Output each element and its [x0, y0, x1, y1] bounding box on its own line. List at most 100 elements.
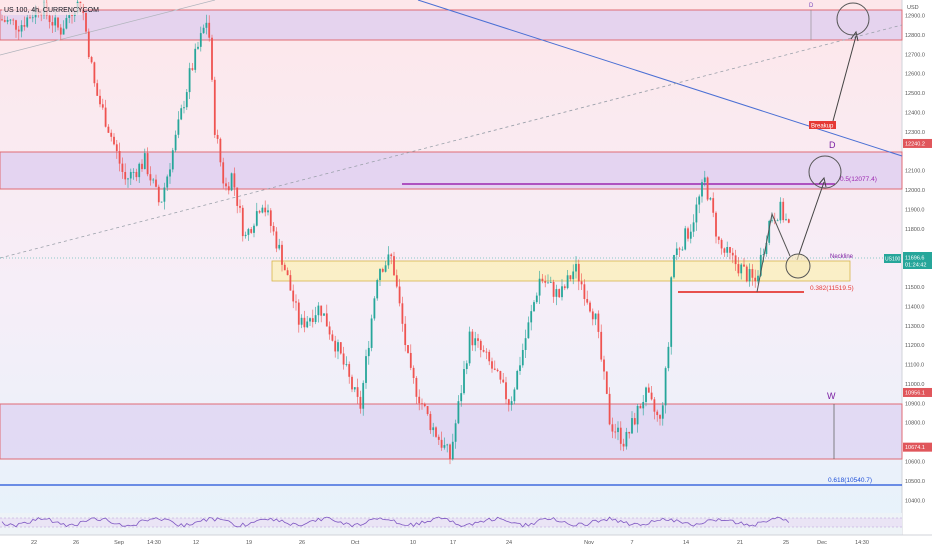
candle-body [241, 207, 244, 237]
candle-body [337, 342, 339, 352]
candle-body [569, 275, 572, 280]
candle-body [54, 17, 57, 26]
price-axis[interactable]: 12900.0 12800.0 12700.0 12600.0 12500.0 12400… [905, 14, 925, 505]
candle-body [379, 269, 381, 281]
candle-body [71, 15, 73, 16]
candle-body [17, 29, 20, 32]
candle-body [199, 33, 202, 47]
candle-body [295, 301, 297, 303]
candle-body [365, 356, 367, 383]
candle-body [407, 345, 409, 353]
neckline-circle [785, 253, 811, 279]
candle-body [426, 406, 429, 414]
candle-body [292, 290, 295, 302]
candle-body [31, 17, 34, 19]
candle-body [488, 351, 491, 362]
price-tick: 12100.0 [905, 169, 925, 175]
candle-body [236, 187, 239, 206]
current-price: 11696.6 [905, 256, 924, 262]
time-tick: 12 [193, 540, 199, 546]
candle-body [684, 228, 687, 250]
candle-body [423, 403, 426, 407]
zone-neckline [271, 260, 851, 282]
candle-body [323, 313, 325, 316]
candle-body [26, 17, 29, 27]
candle-body [608, 393, 611, 425]
price-tick: 10400.0 [905, 498, 925, 504]
candle-body [348, 364, 351, 377]
candle-body [645, 387, 647, 402]
candle-body [566, 275, 569, 289]
candle-body [639, 406, 642, 409]
time-tick: 19 [246, 540, 252, 546]
price-badge: 12240.2 [905, 141, 925, 147]
candle-body [622, 443, 625, 447]
candle-body [656, 411, 659, 416]
candle-body [675, 248, 678, 255]
candle-body [479, 340, 482, 351]
projection-arrow-2 [832, 35, 857, 122]
time-tick: 14:30 [855, 540, 869, 546]
candle-body [183, 107, 185, 109]
candle-body [286, 270, 289, 276]
candle-body [169, 169, 171, 177]
candle-body [636, 406, 639, 425]
candle-body [776, 220, 779, 222]
price-badges: 12240.2 10956.1 10674.1 [903, 138, 932, 452]
candle-body [281, 244, 283, 265]
projection-arrowhead-1 [818, 176, 827, 188]
zone-top-resistance [0, 9, 903, 41]
candle-body [90, 57, 93, 63]
candle-body [589, 302, 591, 312]
price-tick: 11300.0 [905, 324, 924, 330]
candle-body [211, 37, 213, 80]
candle-body [493, 368, 496, 370]
symbol-tag-box [884, 254, 901, 263]
time-axis[interactable]: 22 26 Sep 14:30 12 19 26 Oct 10 17 24 Nov 7 14 21 25 Dec… [31, 540, 869, 546]
candle-body [572, 271, 575, 280]
price-tick: 12600.0 [905, 72, 925, 78]
candle-body [734, 255, 737, 265]
candle-body [580, 281, 583, 285]
candle-body [353, 387, 356, 390]
candle-body [670, 277, 673, 347]
candle-body [460, 393, 463, 402]
candle-body [202, 27, 205, 34]
price-tick: 10800.0 [905, 421, 925, 427]
candle-body [600, 331, 603, 360]
candle-body [465, 363, 468, 370]
candle-body [239, 205, 241, 208]
candle-body [740, 264, 743, 274]
candle-body [541, 278, 544, 282]
candle-body [370, 318, 373, 348]
candle-body [404, 323, 407, 346]
candle-body [331, 334, 334, 341]
candle-body [135, 171, 138, 178]
candle-body [96, 83, 99, 96]
candle-body [393, 256, 395, 276]
candle-body [726, 247, 729, 253]
candle-body [171, 150, 174, 170]
candle-body [499, 371, 502, 380]
zone-support [0, 403, 903, 460]
candle-body [692, 222, 695, 232]
candle-body [230, 173, 233, 191]
price-tick: 11800.0 [905, 227, 924, 233]
price-tick: 11500.0 [905, 285, 924, 291]
candle-body [561, 286, 563, 298]
candle-body [208, 22, 211, 38]
candle-body [594, 313, 597, 320]
candle-body [9, 19, 12, 21]
candle-body [334, 340, 337, 352]
candle-body [152, 179, 155, 181]
candle-body [160, 201, 163, 203]
candle-body [283, 264, 286, 271]
candle-body [3, 20, 6, 22]
candle-body [143, 153, 146, 170]
currency-label: USD [907, 5, 919, 11]
candle-body [591, 311, 594, 320]
candle-body [255, 211, 258, 226]
candle-body [468, 331, 471, 364]
candle-body [502, 379, 505, 383]
